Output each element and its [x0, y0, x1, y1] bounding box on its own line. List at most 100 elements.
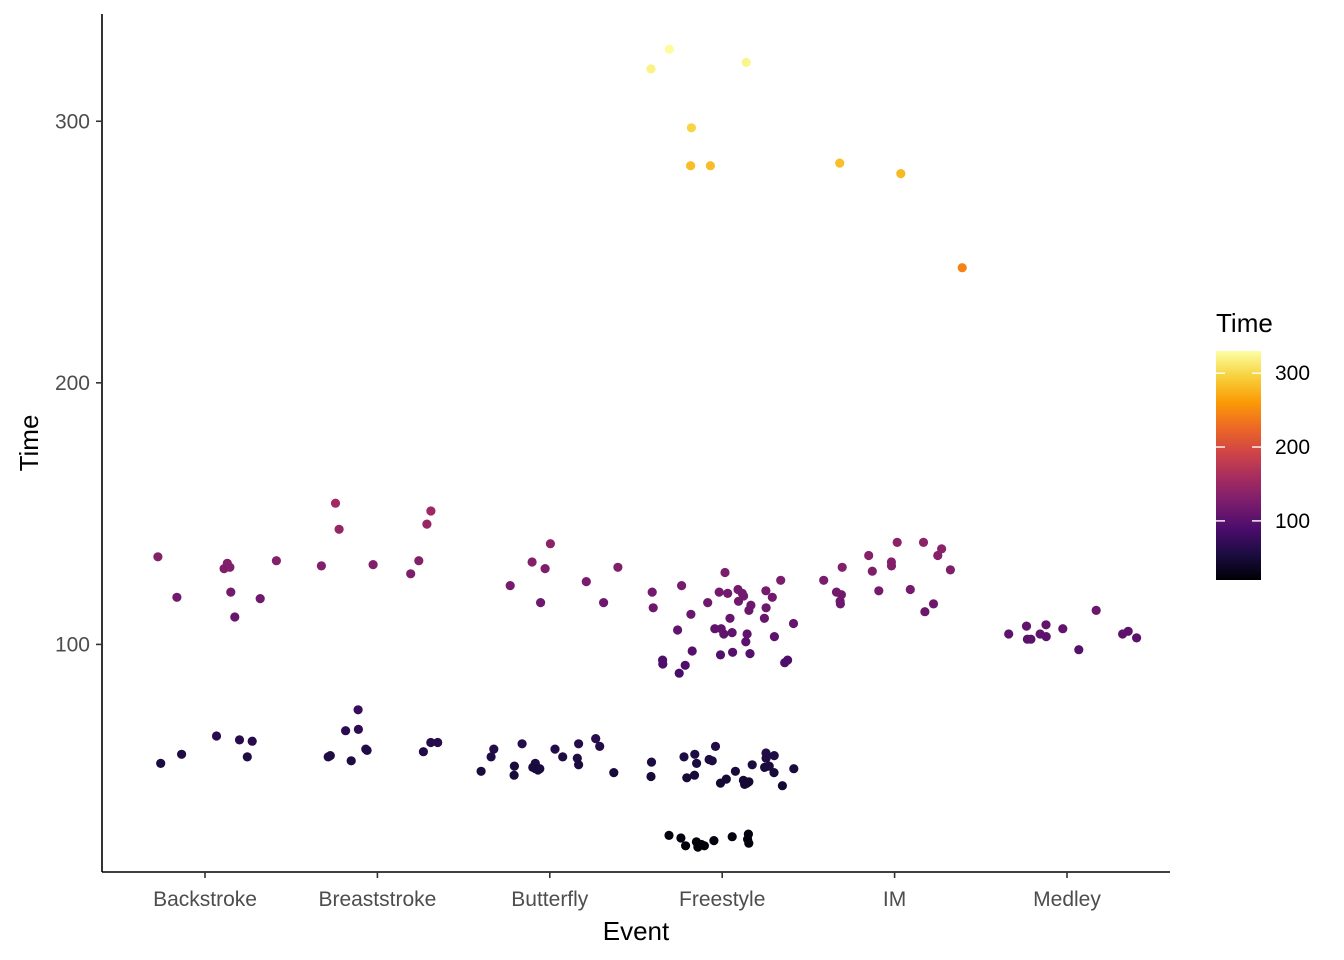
- colorbar-tick-label: 300: [1275, 362, 1310, 385]
- data-point: [744, 838, 754, 848]
- data-point: [330, 498, 341, 508]
- data-point: [647, 587, 657, 597]
- data-point: [957, 263, 967, 273]
- data-point: [595, 741, 605, 752]
- data-point: [673, 625, 683, 635]
- y-tick-label: 300: [55, 110, 90, 133]
- data-point: [789, 764, 799, 774]
- data-point: [574, 739, 584, 749]
- data-point: [689, 770, 700, 780]
- data-point: [727, 832, 737, 842]
- data-point: [1118, 629, 1128, 639]
- data-point: [687, 646, 697, 656]
- data-point: [1091, 605, 1101, 616]
- data-point: [837, 562, 847, 572]
- data-point: [414, 556, 424, 566]
- data-point: [323, 752, 333, 762]
- data-point: [760, 762, 770, 773]
- data-point: [723, 588, 733, 599]
- data-point: [509, 770, 519, 780]
- data-point: [741, 57, 751, 67]
- data-point: [680, 660, 690, 670]
- data-point: [740, 779, 750, 790]
- data-point: [715, 778, 726, 788]
- data-point: [486, 752, 496, 762]
- data-point: [433, 737, 443, 748]
- data-point: [945, 565, 956, 575]
- x-tick-label: Freestyle: [679, 888, 765, 911]
- data-point: [646, 771, 656, 782]
- colorbar-tick-label: 200: [1275, 436, 1310, 459]
- data-point: [761, 586, 771, 596]
- data-point: [226, 587, 236, 597]
- data-point: [788, 618, 799, 629]
- data-point: [536, 598, 546, 608]
- data-point: [703, 598, 713, 608]
- data-point: [715, 650, 726, 660]
- data-point: [422, 519, 432, 529]
- data-point: [609, 768, 619, 778]
- data-point: [780, 658, 790, 668]
- data-point: [679, 752, 689, 762]
- colorbar-tick-label: 100: [1275, 510, 1310, 533]
- data-point: [406, 569, 416, 579]
- data-point: [558, 752, 568, 762]
- data-point: [867, 566, 877, 576]
- data-point: [234, 735, 245, 745]
- data-point: [505, 581, 515, 591]
- data-point: [341, 726, 351, 736]
- legend-title: Time: [1216, 308, 1273, 338]
- data-point: [1041, 620, 1051, 630]
- y-axis-ticks: 100 200 300: [55, 110, 102, 656]
- data-point: [1004, 629, 1014, 639]
- data-point: [730, 766, 741, 776]
- data-point: [759, 613, 770, 623]
- data-point: [1074, 645, 1084, 655]
- data-point: [613, 562, 623, 572]
- data-point: [686, 161, 696, 171]
- data-point: [225, 562, 235, 572]
- data-point: [664, 44, 674, 54]
- data-point: [745, 649, 755, 659]
- data-point: [599, 598, 609, 608]
- data-point: [177, 749, 187, 759]
- data-point: [591, 734, 601, 744]
- data-point: [720, 567, 730, 578]
- data-point: [574, 760, 584, 770]
- data-point: [896, 169, 906, 179]
- data-point: [674, 668, 684, 678]
- data-point: [527, 557, 537, 567]
- x-tick-label: Medley: [1033, 888, 1101, 911]
- data-point: [918, 537, 929, 548]
- data-point: [761, 603, 771, 613]
- data-point: [744, 605, 754, 616]
- data-point: [156, 758, 166, 769]
- data-point: [646, 757, 657, 767]
- x-axis-title: Event: [603, 916, 670, 946]
- data-point: [739, 591, 749, 601]
- data-point: [747, 760, 757, 770]
- data-point: [211, 731, 222, 741]
- data-point: [334, 524, 344, 534]
- data-point: [690, 749, 700, 759]
- data-point: [905, 584, 915, 595]
- data-point: [1058, 624, 1068, 634]
- data-point: [835, 599, 846, 609]
- data-point: [705, 161, 716, 171]
- data-point: [693, 842, 703, 852]
- data-point: [686, 123, 697, 133]
- data-point: [517, 739, 527, 749]
- data-point: [255, 594, 265, 604]
- data-point: [769, 751, 779, 761]
- data-point: [550, 744, 560, 754]
- y-tick-label: 100: [55, 633, 90, 656]
- data-point: [247, 736, 257, 746]
- x-tick-label: Breaststroke: [318, 888, 436, 911]
- data-point: [271, 556, 281, 566]
- data-point: [676, 833, 686, 843]
- data-point: [682, 773, 692, 783]
- data-point: [710, 624, 720, 634]
- data-point: [172, 592, 182, 602]
- data-point: [741, 637, 751, 647]
- data-point: [714, 587, 724, 597]
